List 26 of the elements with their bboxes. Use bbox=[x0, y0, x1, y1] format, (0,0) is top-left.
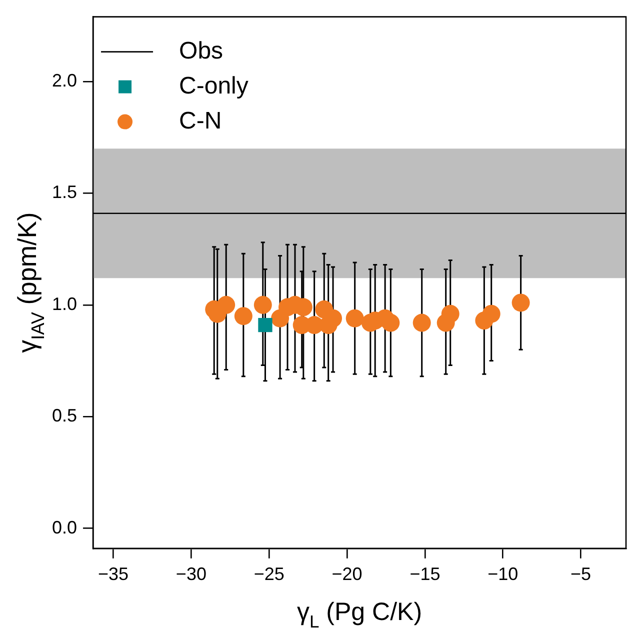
point bbox=[512, 294, 530, 312]
point bbox=[441, 304, 460, 323]
x-tick-label: −5 bbox=[570, 564, 592, 584]
y-tick-label: 1.0 bbox=[52, 294, 78, 314]
y-tick-label: 0.5 bbox=[52, 406, 78, 426]
point bbox=[482, 304, 500, 323]
point bbox=[234, 307, 252, 326]
point bbox=[382, 314, 400, 332]
x-tick-label: −35 bbox=[98, 564, 129, 584]
y-tick-label: 0.0 bbox=[52, 517, 78, 538]
x-tick-label: −25 bbox=[254, 564, 284, 584]
point bbox=[217, 296, 236, 314]
point bbox=[346, 309, 364, 328]
x-tick-label: −15 bbox=[410, 564, 440, 584]
legend-label: C-only bbox=[179, 72, 248, 100]
legend-label: Obs bbox=[179, 37, 224, 64]
point bbox=[254, 296, 272, 314]
x-tick-label: −30 bbox=[176, 564, 206, 584]
y-axis-title: γIAV (ppm/K) bbox=[12, 212, 48, 353]
y-tick-label: 2.0 bbox=[52, 70, 78, 91]
x-tick-label: −10 bbox=[488, 564, 518, 584]
legend-label: C-N bbox=[179, 107, 222, 134]
x-tick-label: −20 bbox=[332, 564, 362, 584]
point bbox=[412, 314, 431, 332]
y-tick-label: 1.5 bbox=[52, 182, 78, 202]
point bbox=[258, 318, 272, 332]
